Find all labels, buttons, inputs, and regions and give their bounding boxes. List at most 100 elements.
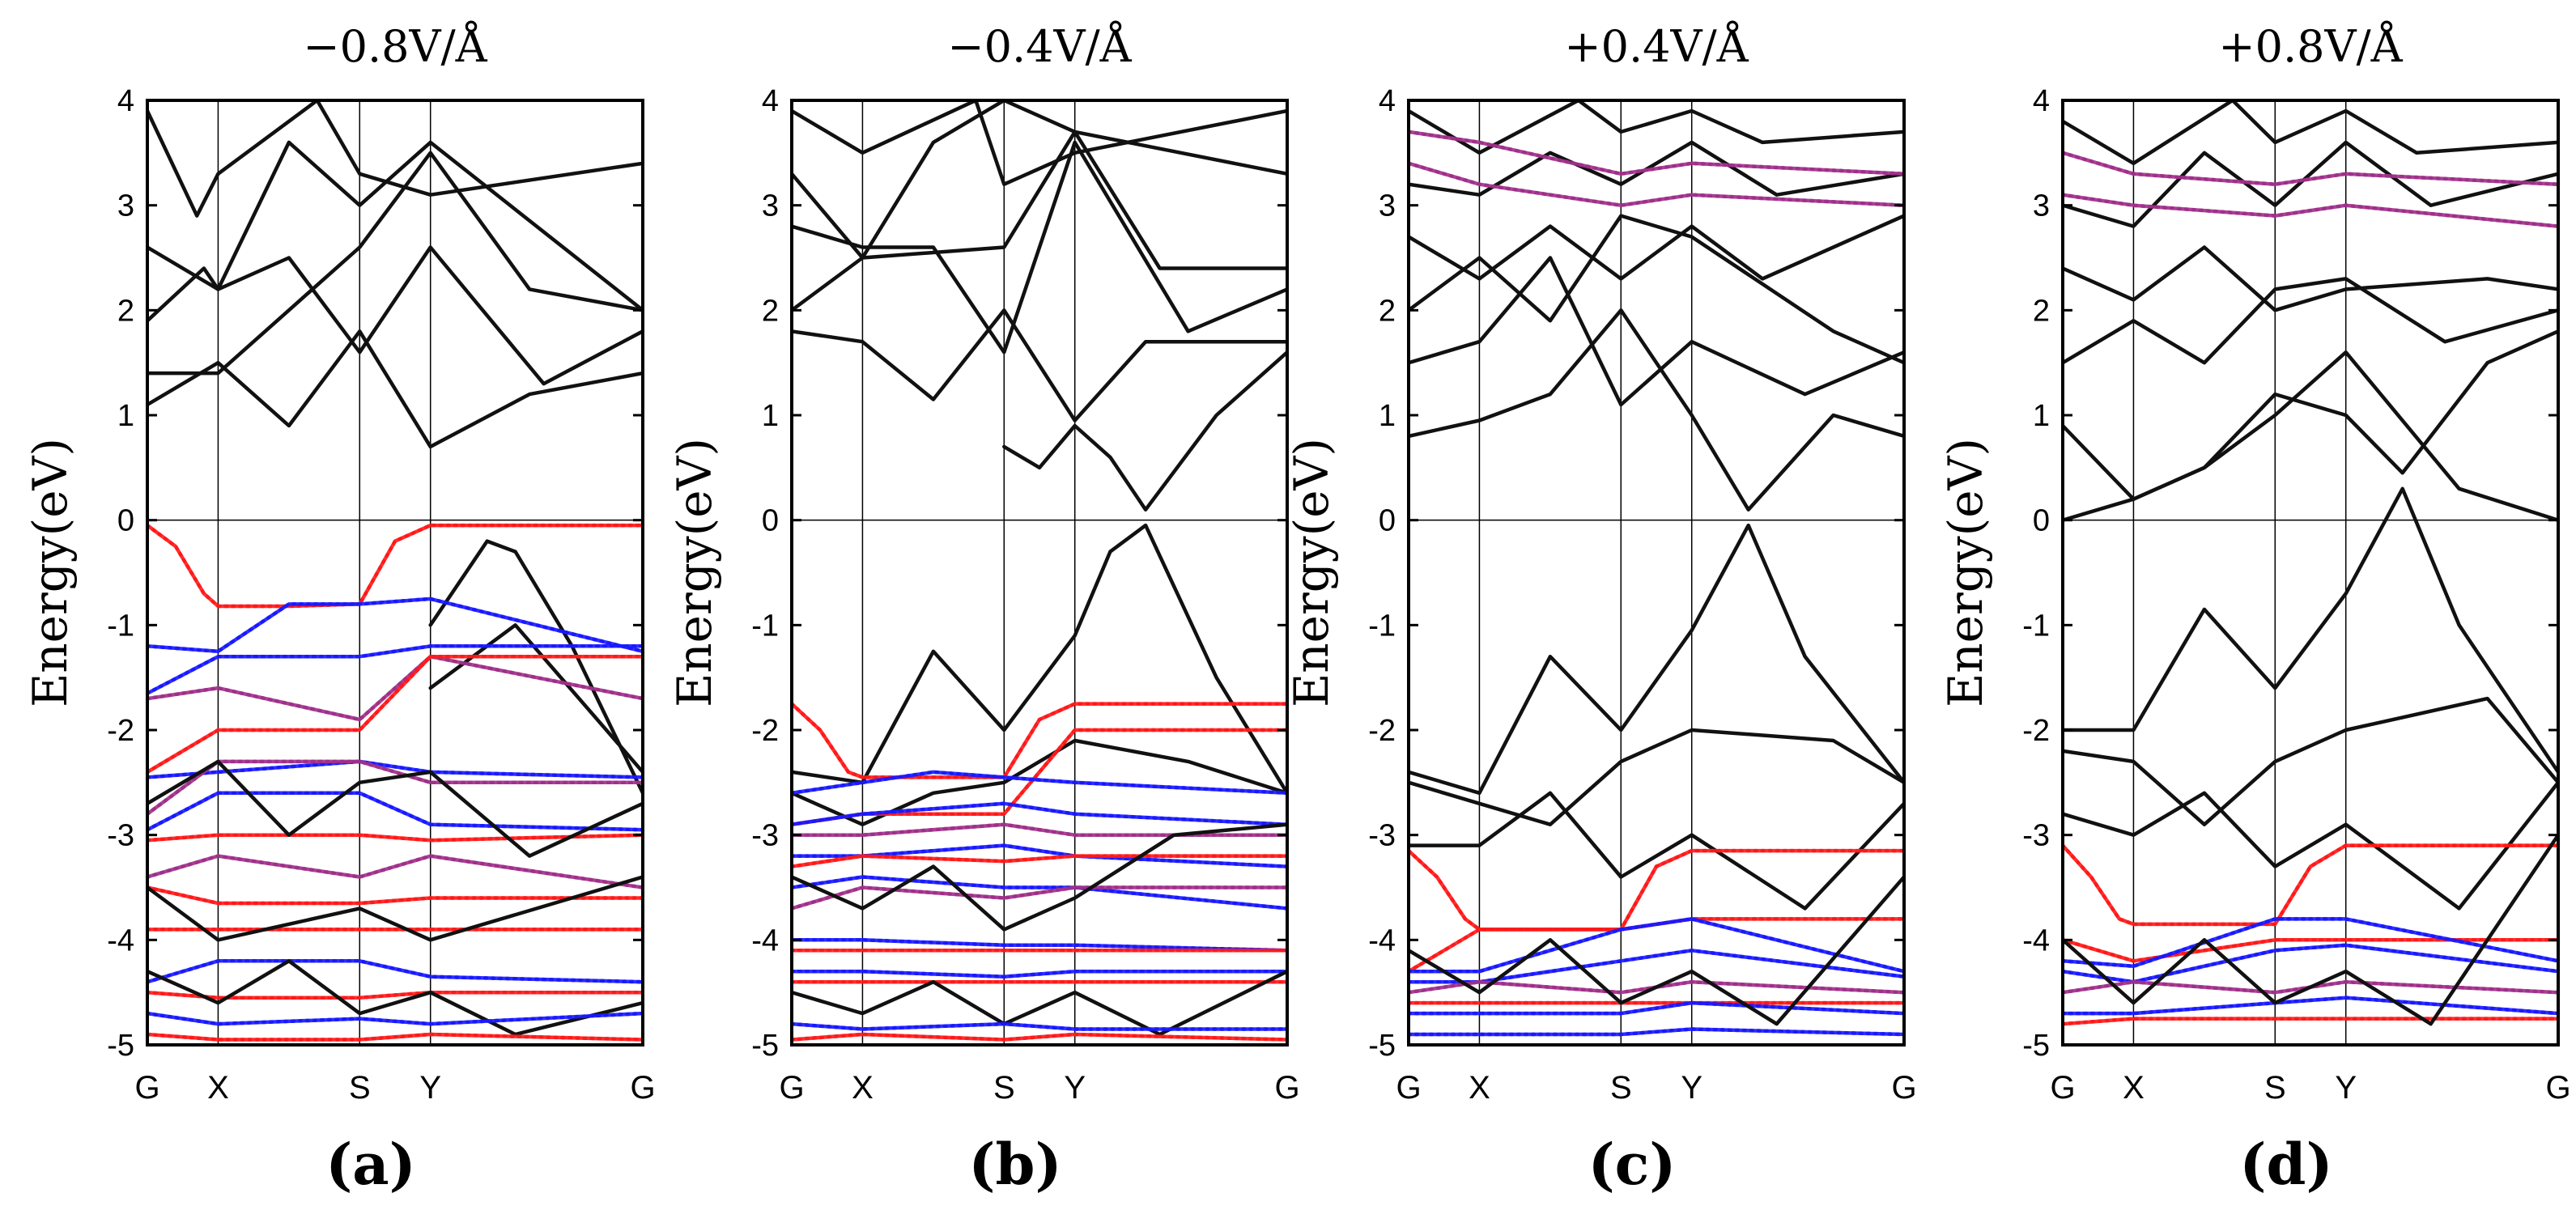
- band-core-red-16: [2063, 1017, 2558, 1026]
- y-tick-label: -2: [2022, 714, 2050, 748]
- y-tick-label: -3: [751, 819, 779, 853]
- band-black-4: [792, 100, 1287, 186]
- band-black-0: [147, 329, 643, 449]
- band-core-blue-9: [147, 644, 643, 695]
- plot-frame: [146, 99, 644, 1047]
- panel-label: (c): [1588, 1131, 1677, 1198]
- x-tick-label: Y: [2335, 1070, 2357, 1106]
- band-core-blue-13: [792, 843, 1287, 868]
- band-black-3: [792, 100, 1287, 260]
- y-axis-label: Energy(eV): [1284, 438, 1339, 707]
- plot-frame: [1407, 99, 1906, 1047]
- panel-title: −0.4V/Å: [947, 19, 1132, 72]
- band-core-blue-17: [792, 938, 1287, 953]
- band-core-blue-13: [1409, 917, 1904, 974]
- x-tick-label: X: [1469, 1070, 1490, 1106]
- x-tick-label: S: [1610, 1070, 1632, 1106]
- plot-frame: [2061, 99, 2560, 1047]
- band-core-blue-11: [792, 801, 1287, 826]
- band-black-8: [1409, 523, 1904, 796]
- y-tick-label: -2: [1368, 714, 1396, 748]
- band-core-purple-13: [147, 759, 643, 816]
- band-black-19: [1409, 875, 1904, 1026]
- band-black-23: [147, 959, 643, 1037]
- band-blue-14: [147, 791, 643, 832]
- y-tick-label: 0: [117, 504, 134, 538]
- band-core-blue-14: [1409, 949, 1904, 984]
- band-black-5: [2063, 100, 2558, 166]
- y-tick-label: 3: [1379, 189, 1396, 223]
- y-tick-label: -2: [751, 714, 779, 748]
- band-black-3: [2063, 245, 2558, 312]
- y-tick-label: 0: [2033, 504, 2050, 538]
- y-tick-label: 3: [117, 189, 134, 223]
- band-core-blue-16: [1409, 1000, 1904, 1016]
- x-tick-label: G: [779, 1070, 804, 1106]
- panel-d: +0.8V/Å -5 -4 -3 -2 -1 0 1 2 3 4 G X S Y G Energy(eV) (d): [1938, 19, 2571, 1198]
- panel-b: −0.4V/Å -5 -4 -3 -2 -1 0 1 2 3 4 G X S Y G Energy(eV) (b): [667, 19, 1300, 1198]
- y-tick-label: -5: [1368, 1029, 1396, 1063]
- band-black-4: [2063, 140, 2558, 228]
- x-tick-label: S: [2264, 1070, 2286, 1106]
- x-tick-label: G: [1396, 1070, 1421, 1106]
- band-black-1: [2063, 329, 2558, 501]
- band-black-2: [792, 140, 1287, 355]
- panel-title: −0.8V/Å: [303, 19, 487, 72]
- band-black-1: [792, 129, 1287, 312]
- y-tick-label: 2: [2033, 294, 2050, 328]
- x-tick-label: G: [2545, 1070, 2570, 1106]
- y-tick-label: -1: [107, 609, 134, 643]
- band-lines: [147, 100, 643, 1042]
- band-black-2: [1409, 214, 1904, 365]
- x-tick-label: X: [2123, 1070, 2145, 1106]
- y-tick-label: 3: [762, 189, 779, 223]
- band-black-5: [1002, 350, 1287, 512]
- y-tick-label: -1: [2022, 609, 2050, 643]
- band-black-9: [1409, 728, 1904, 826]
- band-black-19: [792, 822, 1287, 932]
- y-tick-label: 1: [762, 399, 779, 433]
- x-tick-label: S: [993, 1070, 1015, 1106]
- band-black-1: [147, 151, 643, 376]
- band-black-4: [1409, 140, 1904, 197]
- y-tick-label: 2: [762, 294, 779, 328]
- panel-label: (b): [968, 1131, 1061, 1198]
- y-axis-label: Energy(eV): [1938, 438, 1993, 707]
- band-core-blue-24: [792, 1021, 1287, 1031]
- y-tick-label: 1: [2033, 399, 2050, 433]
- x-tick-label: Y: [1064, 1070, 1086, 1106]
- band-red-8: [792, 702, 1287, 779]
- band-core-purple-12: [792, 822, 1287, 837]
- band-black-5: [428, 539, 643, 796]
- band-core-blue-8: [147, 597, 643, 654]
- band-black-3: [147, 140, 643, 323]
- y-axis-label: Energy(eV): [23, 438, 78, 707]
- x-tick-label: X: [207, 1070, 229, 1106]
- panel-c: +0.4V/Å -5 -4 -3 -2 -1 0 1 2 3 4 G X S Y G Energy(eV) (c): [1284, 19, 1917, 1198]
- band-core-purple-16: [792, 885, 1287, 911]
- x-tick-label: S: [349, 1070, 371, 1106]
- panel-title: +0.4V/Å: [1564, 19, 1749, 72]
- band-black-6: [792, 523, 1287, 796]
- y-tick-label: -5: [2022, 1029, 2050, 1063]
- band-core-red-23: [792, 1032, 1287, 1042]
- x-tick-label: G: [1891, 1070, 1916, 1106]
- x-tick-label: X: [852, 1070, 874, 1106]
- x-tick-label: Y: [419, 1070, 441, 1106]
- band-purple-18: [147, 854, 643, 889]
- y-tick-label: -3: [2022, 819, 2050, 853]
- y-tick-label: 3: [2033, 189, 2050, 223]
- y-tick-label: 0: [762, 504, 779, 538]
- band-black-0: [2063, 350, 2558, 522]
- band-core-blue-14: [147, 791, 643, 832]
- y-tick-label: 2: [117, 294, 134, 328]
- band-lines: [1409, 100, 1904, 1037]
- band-black-8: [2063, 486, 2558, 775]
- band-red-11: [147, 654, 643, 775]
- y-tick-label: 2: [1379, 294, 1396, 328]
- band-black-2: [2063, 277, 2558, 365]
- band-black-6: [428, 623, 643, 775]
- y-tick-label: -5: [107, 1029, 134, 1063]
- x-tick-label: G: [2050, 1070, 2075, 1106]
